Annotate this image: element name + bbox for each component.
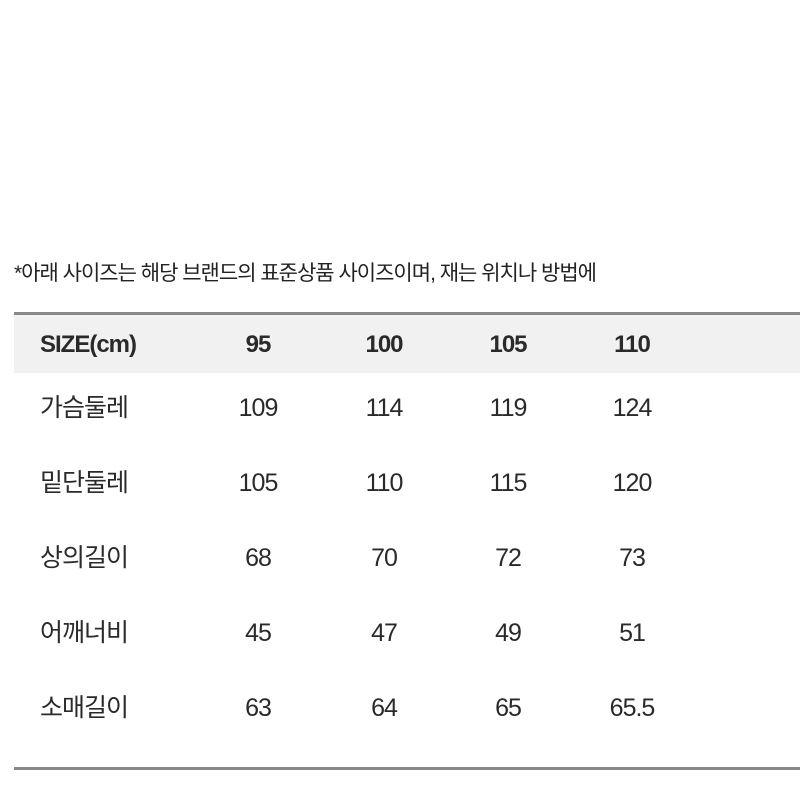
table-top-divider bbox=[14, 312, 800, 315]
measurement-value: 120 bbox=[612, 469, 653, 497]
table-row: 가슴둘레 109 114 119 124 bbox=[0, 388, 800, 428]
measurement-value: 115 bbox=[489, 469, 528, 497]
measurement-label: 가슴둘레 bbox=[40, 394, 129, 422]
measurement-value: 105 bbox=[238, 469, 279, 497]
measurement-value: 72 bbox=[495, 544, 522, 572]
measurement-value: 114 bbox=[365, 394, 404, 422]
measurement-value: 73 bbox=[619, 544, 646, 572]
measurement-value: 64 bbox=[371, 694, 398, 722]
measurement-label: 상의길이 bbox=[40, 544, 129, 572]
measurement-value: 65.5 bbox=[609, 694, 656, 722]
measurement-value: 68 bbox=[245, 544, 272, 572]
size-note: *아래 사이즈는 해당 브랜드의 표준상품 사이즈이며, 재는 위치나 방법에 bbox=[14, 262, 597, 285]
measurement-value: 63 bbox=[245, 694, 272, 722]
size-column-header: 105 bbox=[489, 331, 527, 358]
table-row: 어깨너비 45 47 49 51 bbox=[0, 613, 800, 653]
measurement-value: 109 bbox=[238, 394, 279, 422]
size-column-header: 110 bbox=[614, 331, 651, 358]
measurement-label: 소매길이 bbox=[40, 694, 129, 722]
table-header-background bbox=[14, 315, 800, 373]
size-column-header: 95 bbox=[245, 331, 272, 358]
size-header-label: SIZE(cm) bbox=[40, 331, 137, 358]
measurement-value: 110 bbox=[365, 469, 404, 497]
measurement-value: 47 bbox=[371, 619, 398, 647]
measurement-value: 49 bbox=[495, 619, 522, 647]
table-row: 소매길이 63 64 65 65.5 bbox=[0, 688, 800, 728]
measurement-value: 65 bbox=[495, 694, 522, 722]
measurement-label: 밑단둘레 bbox=[40, 469, 129, 497]
table-bottom-divider bbox=[14, 767, 800, 770]
table-row: 밑단둘레 105 110 115 120 bbox=[0, 463, 800, 503]
measurement-value: 119 bbox=[489, 394, 528, 422]
measurement-value: 124 bbox=[612, 394, 653, 422]
measurement-label: 어깨너비 bbox=[40, 619, 129, 647]
measurement-value: 45 bbox=[245, 619, 272, 647]
measurement-value: 70 bbox=[371, 544, 398, 572]
table-header-row: SIZE(cm) 95 100 105 110 bbox=[0, 325, 800, 365]
size-column-header: 100 bbox=[365, 331, 403, 358]
measurement-value: 51 bbox=[619, 619, 646, 647]
table-row: 상의길이 68 70 72 73 bbox=[0, 538, 800, 578]
